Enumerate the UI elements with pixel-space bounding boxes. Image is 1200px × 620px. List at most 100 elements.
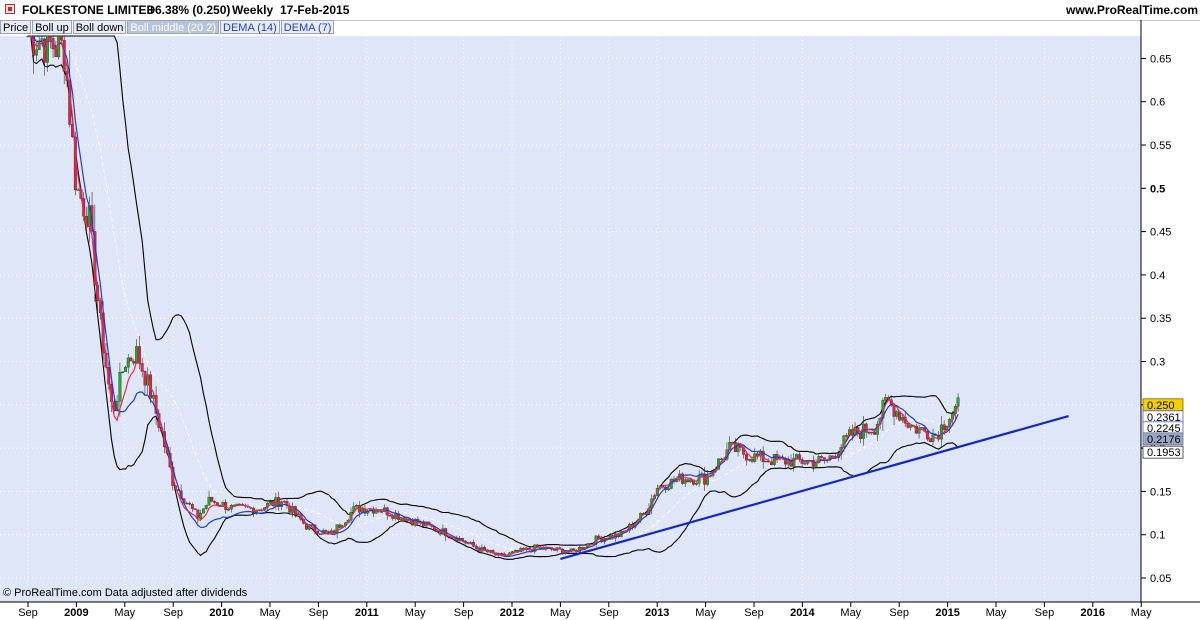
candle-body (32, 35, 36, 56)
candle-body (895, 411, 899, 417)
x-tick-label: Sep (889, 607, 909, 619)
candle-body (46, 35, 49, 63)
candle-body (324, 530, 328, 532)
candle-body (201, 508, 205, 514)
y-tick-label: 0.55 (1150, 140, 1171, 152)
candle-body (338, 524, 342, 528)
candle-body (126, 357, 130, 368)
candle-body (199, 513, 203, 519)
candle-body (900, 417, 904, 421)
candle-body (196, 509, 200, 519)
candle-body (135, 346, 139, 364)
candle-body (675, 479, 679, 482)
candle-body (355, 505, 359, 507)
legend-item[interactable]: Boll down (72, 20, 127, 34)
candle-body (859, 433, 863, 439)
candle-body (750, 459, 754, 462)
legend-item[interactable]: DEMA (14) (220, 20, 280, 34)
date-label: 17-Feb-2015 (280, 3, 350, 17)
candle-body (268, 501, 272, 504)
candle-body (188, 502, 191, 505)
legend-item[interactable]: DEMA (7) (280, 20, 335, 34)
candle-body (305, 523, 308, 530)
x-tick-label: 2010 (209, 607, 233, 619)
x-tick-label: 2014 (790, 607, 815, 619)
value-tag-label: 0.2176 (1147, 434, 1181, 446)
candle-body (327, 531, 331, 533)
candle-body (667, 488, 670, 491)
x-tick-label: 2015 (935, 607, 959, 619)
x-tick-label: May (695, 607, 716, 619)
value-tag-box (1142, 445, 1184, 459)
candle-body (803, 463, 807, 465)
candle-body (736, 444, 740, 453)
candle-body (143, 371, 147, 386)
price-change: +6.38% (0.250) (148, 3, 231, 17)
candle-body (939, 424, 943, 440)
y-tick-label: 0.15 (1150, 486, 1171, 498)
trendline[interactable] (560, 414, 1069, 561)
y-tick-label: 0.4 (1150, 270, 1165, 282)
x-tick-label: May (260, 607, 281, 619)
value-tag-box (1142, 432, 1184, 446)
candle-body (917, 427, 921, 434)
candle-body (190, 504, 194, 509)
candle-body (744, 454, 748, 461)
value-tag-label: 0.2361 (1147, 412, 1181, 424)
title-bar: FOLKESTONE LIMITED +6.38% (0.250) Weekly… (0, 0, 1200, 21)
x-tick-label: May (840, 607, 861, 619)
x-axis: Sep 2009 May Sep 2010 May Sep 2011 May Sep 2012 May… (18, 602, 1152, 619)
x-tick-label: 2016 (1081, 607, 1105, 619)
candle-body (185, 502, 189, 505)
candle-body (511, 551, 514, 553)
y-tick-label: 0.5 (1150, 183, 1165, 195)
x-tick-label: May (986, 607, 1007, 619)
candle-body (40, 38, 44, 41)
candle-body (848, 429, 851, 436)
legend-item[interactable]: Price (0, 20, 32, 34)
candle-body (686, 479, 690, 483)
candle-body (380, 511, 384, 513)
candle-body (137, 346, 141, 364)
site-label: www.ProRealTime.com (1066, 3, 1199, 17)
plot-background (0, 36, 1141, 602)
candle-body (76, 189, 80, 191)
boll-down-line (28, 35, 959, 560)
dema-7-line (28, 35, 959, 557)
candle-body (873, 431, 876, 435)
candle-body (360, 508, 364, 513)
candle-body (747, 459, 751, 461)
x-tick-label: 2011 (355, 607, 379, 619)
candle-body (513, 549, 517, 552)
x-tick-label: Sep (1035, 607, 1055, 619)
candle-body (689, 479, 693, 483)
candle-body (124, 367, 127, 372)
candle-body (795, 454, 799, 459)
candle-body (764, 460, 768, 463)
x-tick-label: May (550, 607, 571, 619)
y-tick-label: 0.1 (1150, 530, 1165, 542)
candle-body (34, 49, 38, 56)
x-tick-label: Sep (454, 607, 474, 619)
legend-item[interactable]: Boll up (32, 20, 72, 34)
app-logo-icon (5, 4, 15, 14)
trendline-layer (560, 414, 1069, 561)
candle-body (227, 509, 230, 511)
candle-body (118, 371, 122, 402)
candle-body (597, 535, 601, 539)
x-tick-label: Sep (744, 607, 764, 619)
candle-body (121, 371, 125, 373)
candle-body (288, 505, 292, 513)
candle-body (706, 475, 709, 485)
legend-item[interactable]: Boll middle (20 2) (127, 20, 219, 34)
x-tick-label: May (114, 607, 135, 619)
y-tick-label: 0.45 (1150, 227, 1171, 239)
candle-body (906, 423, 910, 428)
candle-body (928, 439, 932, 442)
candle-body (719, 458, 723, 460)
candle-body (942, 424, 946, 431)
period-label: Weekly (232, 3, 274, 17)
candle-body (48, 35, 52, 39)
instrument-name: FOLKESTONE LIMITED (22, 3, 156, 17)
